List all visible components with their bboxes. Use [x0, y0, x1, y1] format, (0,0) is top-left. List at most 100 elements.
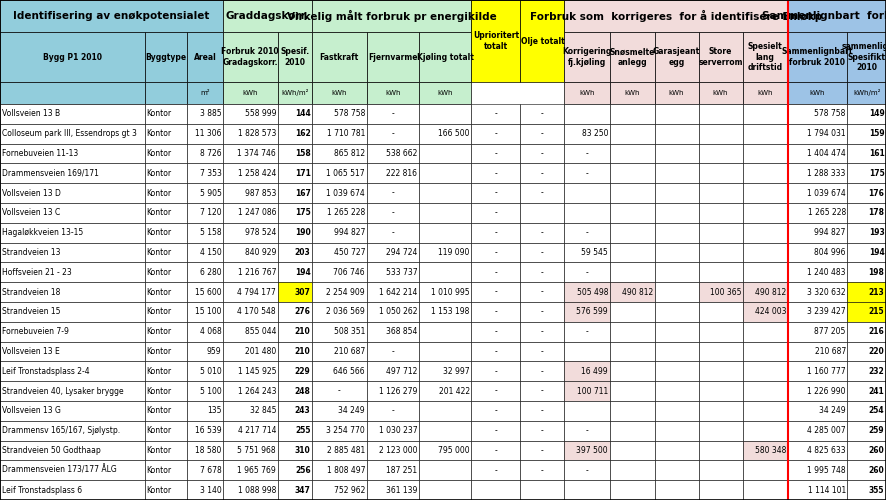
- Bar: [847, 262, 886, 282]
- Bar: [788, 32, 847, 82]
- Bar: [367, 164, 419, 183]
- Text: 194: 194: [295, 268, 311, 277]
- Bar: [144, 282, 188, 302]
- Text: 1 265 228: 1 265 228: [807, 208, 846, 218]
- Bar: [655, 362, 698, 381]
- Text: 1 010 995: 1 010 995: [431, 288, 470, 296]
- Bar: [188, 32, 223, 82]
- Bar: [312, 262, 367, 282]
- Bar: [788, 362, 847, 381]
- Text: -: -: [586, 426, 588, 435]
- Bar: [698, 322, 742, 342]
- Text: 1 264 243: 1 264 243: [237, 386, 276, 396]
- Bar: [520, 183, 564, 203]
- Bar: [471, 0, 520, 82]
- Bar: [698, 242, 742, 262]
- Bar: [312, 401, 367, 421]
- Text: -: -: [392, 228, 394, 237]
- Text: Forbruk 2010
Gradagskorr.: Forbruk 2010 Gradagskorr.: [222, 48, 279, 66]
- Text: 1 265 228: 1 265 228: [327, 208, 365, 218]
- Bar: [277, 421, 312, 440]
- Bar: [698, 124, 742, 144]
- Text: 210 687: 210 687: [814, 347, 846, 356]
- Text: Uprioritert
totalt: Uprioritert totalt: [473, 32, 519, 50]
- Bar: [312, 124, 367, 144]
- Bar: [655, 302, 698, 322]
- Bar: [367, 223, 419, 242]
- Text: -: -: [494, 169, 497, 178]
- Bar: [564, 82, 610, 104]
- Bar: [742, 322, 788, 342]
- Bar: [655, 183, 698, 203]
- Bar: [144, 183, 188, 203]
- Text: 210 687: 210 687: [334, 347, 365, 356]
- Bar: [564, 164, 610, 183]
- Bar: [419, 183, 471, 203]
- Bar: [742, 104, 788, 124]
- Bar: [0, 164, 144, 183]
- Text: 3 885: 3 885: [200, 110, 222, 118]
- Bar: [788, 164, 847, 183]
- Bar: [847, 480, 886, 500]
- Bar: [655, 144, 698, 164]
- Text: -: -: [586, 169, 588, 178]
- Text: 222 816: 222 816: [386, 169, 417, 178]
- Text: 18 580: 18 580: [195, 446, 222, 455]
- Bar: [188, 82, 223, 104]
- Bar: [698, 144, 742, 164]
- Text: -: -: [541, 228, 544, 237]
- Text: 216: 216: [869, 327, 884, 336]
- Text: 254: 254: [869, 406, 884, 416]
- Bar: [367, 242, 419, 262]
- Text: -: -: [494, 149, 497, 158]
- Bar: [144, 164, 188, 183]
- Text: Sammenlignbart
forbruk 2010: Sammenlignbart forbruk 2010: [781, 48, 853, 66]
- Bar: [0, 421, 144, 440]
- Text: Fjernvarme: Fjernvarme: [368, 52, 417, 62]
- Bar: [0, 183, 144, 203]
- Bar: [698, 401, 742, 421]
- Text: 1 039 674: 1 039 674: [326, 188, 365, 198]
- Bar: [188, 302, 223, 322]
- Text: 490 812: 490 812: [622, 288, 653, 296]
- Text: -: -: [541, 308, 544, 316]
- Bar: [655, 440, 698, 460]
- Bar: [847, 32, 886, 82]
- Bar: [847, 282, 886, 302]
- Text: 100 711: 100 711: [577, 386, 608, 396]
- Text: 4 068: 4 068: [200, 327, 222, 336]
- Text: Hagaløkkveien 13-15: Hagaløkkveien 13-15: [2, 228, 83, 237]
- Bar: [277, 242, 312, 262]
- Text: 706 746: 706 746: [333, 268, 365, 277]
- Bar: [847, 322, 886, 342]
- Bar: [0, 0, 223, 32]
- Bar: [610, 203, 655, 223]
- Text: 135: 135: [207, 406, 222, 416]
- Text: Snøsmelte
anlegg: Snøsmelte anlegg: [610, 48, 655, 66]
- Bar: [742, 223, 788, 242]
- Bar: [312, 164, 367, 183]
- Bar: [847, 302, 886, 322]
- Bar: [367, 362, 419, 381]
- Text: 34 249: 34 249: [338, 406, 365, 416]
- Text: kWh: kWh: [438, 90, 453, 96]
- Bar: [188, 342, 223, 361]
- Bar: [788, 282, 847, 302]
- Bar: [847, 144, 886, 164]
- Bar: [144, 421, 188, 440]
- Text: Kontor: Kontor: [146, 248, 172, 257]
- Text: -: -: [494, 406, 497, 416]
- Text: 1 114 101: 1 114 101: [807, 486, 846, 494]
- Bar: [144, 342, 188, 361]
- Text: 578 758: 578 758: [814, 110, 846, 118]
- Bar: [277, 124, 312, 144]
- Bar: [564, 242, 610, 262]
- Bar: [742, 362, 788, 381]
- Bar: [188, 460, 223, 480]
- Text: 166 500: 166 500: [439, 129, 470, 138]
- Bar: [188, 440, 223, 460]
- Text: Strandveien 18: Strandveien 18: [2, 288, 60, 296]
- Bar: [471, 302, 520, 322]
- Bar: [742, 124, 788, 144]
- Bar: [698, 82, 742, 104]
